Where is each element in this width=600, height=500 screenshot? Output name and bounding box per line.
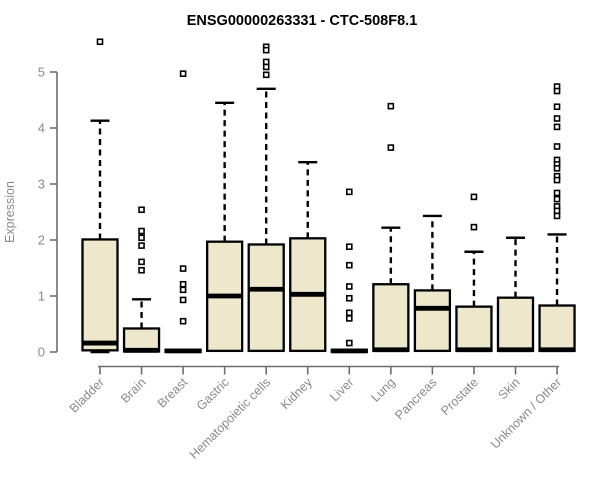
y-tick-label-0: 0 [38, 345, 45, 360]
outlier-point [553, 195, 561, 203]
box-hematopoietic-cells [247, 43, 285, 353]
outlier-point [553, 123, 561, 131]
iqr-box [372, 283, 410, 353]
x-tick-label-gastric: Gastric [194, 375, 232, 413]
outlier-point [345, 243, 353, 251]
iqr-box [496, 296, 535, 353]
outlier-point [138, 266, 145, 274]
y-axis-label: Expression [3, 181, 17, 243]
outlier-point [262, 63, 270, 71]
box-skin [496, 236, 535, 353]
outlier-point [345, 261, 353, 269]
outlier-point [345, 283, 353, 290]
y-tick-label-2: 2 [38, 233, 45, 248]
outlier-point [387, 144, 395, 151]
outlier-point [470, 193, 478, 201]
x-tick-label-kidney: Kidney [278, 375, 315, 412]
box-pancreas [413, 214, 452, 353]
box-lung [372, 102, 410, 353]
outlier-point [345, 309, 353, 317]
outlier-point [179, 296, 187, 304]
x-tick-label-skin: Skin [496, 375, 523, 402]
outlier-point [179, 70, 187, 77]
outlier-point [179, 265, 187, 272]
chart-title: ENSG00000263331 - CTC-508F8.1 [187, 13, 418, 29]
x-tick-label-unknown-other: Unknown / Other [488, 375, 564, 451]
outlier-point [179, 280, 187, 288]
x-tick-label-pancreas: Pancreas [392, 375, 439, 422]
outlier-point [553, 212, 561, 220]
outlier-point [553, 143, 561, 150]
x-tick-label-bladder: Bladder [67, 375, 107, 415]
box-brain [122, 206, 161, 353]
x-tick-label-prostate: Prostate [438, 375, 481, 418]
outlier-point [179, 286, 187, 294]
outlier-point [387, 102, 395, 110]
boxes-layer [81, 38, 576, 354]
outlier-point [179, 317, 187, 325]
outlier-point [345, 294, 353, 302]
iqr-box [538, 304, 576, 353]
box-kidney [289, 160, 327, 353]
iqr-box [81, 238, 119, 352]
outlier-point [553, 115, 561, 122]
outlier-point [345, 315, 353, 322]
box-liver [330, 188, 368, 354]
outlier-point [553, 176, 561, 184]
y-tick-label-3: 3 [38, 177, 45, 192]
x-tick-label-lung: Lung [368, 375, 398, 405]
y-tick-label-4: 4 [38, 121, 45, 136]
iqr-box [455, 305, 493, 353]
x-tick-label-hematopoietic-cells: Hematopoietic cells [187, 375, 274, 462]
outlier-point [138, 227, 145, 235]
outlier-point [470, 223, 478, 231]
outlier-point [138, 258, 145, 266]
y-tick-label-5: 5 [38, 65, 45, 80]
outlier-point [553, 87, 561, 95]
box-gastric [205, 101, 244, 353]
outlier-point [553, 103, 561, 111]
outlier-point [553, 189, 561, 197]
outlier-point [345, 339, 353, 347]
x-tick-label-breast: Breast [155, 375, 191, 411]
x-tick-label-liver: Liver [327, 375, 356, 404]
y-tick-label-1: 1 [38, 289, 45, 304]
outlier-point [262, 71, 270, 79]
x-tick-label-brain: Brain [118, 375, 149, 406]
iqr-box [247, 243, 285, 353]
outlier-point [262, 46, 270, 54]
outlier-point [138, 242, 145, 249]
outlier-point [138, 234, 145, 242]
box-breast [164, 70, 202, 354]
outlier-point [553, 165, 561, 172]
outlier-point [138, 206, 145, 214]
box-bladder [81, 38, 119, 354]
outlier-point [96, 38, 104, 46]
box-prostate [455, 193, 493, 353]
box-unknown-other [538, 83, 576, 353]
iqr-box [413, 289, 452, 353]
outlier-point [345, 188, 353, 196]
